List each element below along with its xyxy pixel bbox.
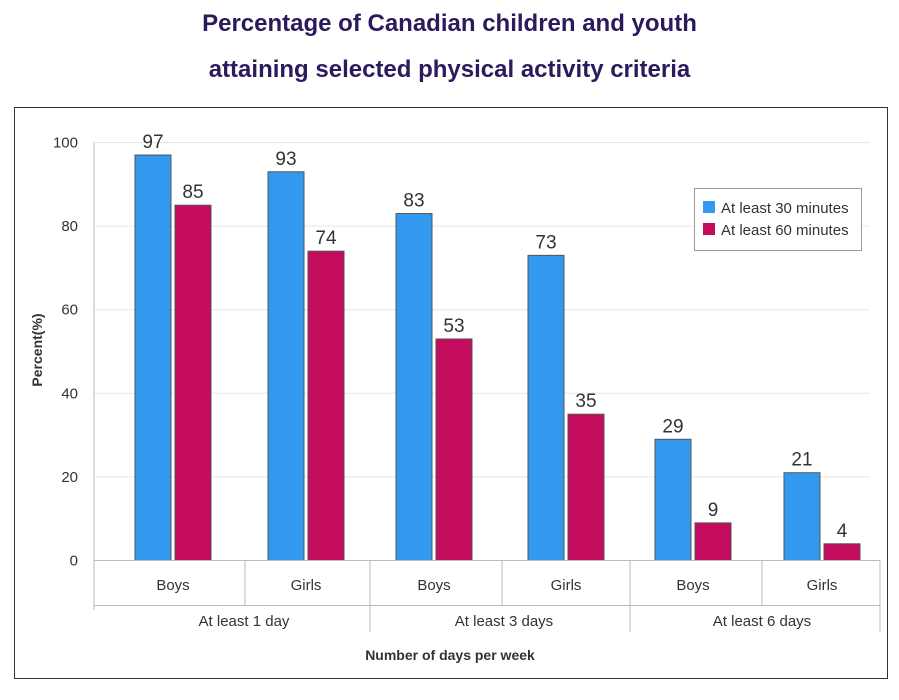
x-tick-label: Boys xyxy=(676,577,709,594)
y-tick-label: 20 xyxy=(61,469,78,486)
bar xyxy=(823,543,861,562)
group-label: At least 3 days xyxy=(455,613,553,630)
bar xyxy=(527,254,565,562)
y-tick-label: 40 xyxy=(61,385,78,402)
bar xyxy=(395,213,433,561)
bar xyxy=(435,338,473,561)
legend-box xyxy=(694,188,862,251)
grid-lines xyxy=(94,142,870,478)
data-label: 83 xyxy=(403,191,424,212)
y-tick-label: 100 xyxy=(53,135,78,152)
data-label: 53 xyxy=(443,316,464,337)
x-tick-label: Boys xyxy=(156,577,189,594)
group-label: At least 6 days xyxy=(713,613,811,630)
bar xyxy=(654,438,692,561)
x-tick-label: Girls xyxy=(807,577,838,594)
bar xyxy=(694,522,732,562)
data-label: 97 xyxy=(142,132,163,153)
data-label: 93 xyxy=(275,149,296,170)
data-label: 9 xyxy=(708,500,719,521)
data-label: 4 xyxy=(837,521,848,542)
y-tick-label: 0 xyxy=(70,553,78,570)
data-label: 29 xyxy=(662,416,683,437)
axes: 0 20 40 60 80 100 Boys Girls Boys Girls Boys Girls A… xyxy=(53,135,881,632)
chart-title: Percentage of Canadian children and yout… xyxy=(202,10,697,37)
bars: 97 93 83 73 29 21 85 74 53 35 9 4 xyxy=(134,132,861,562)
y-axis-label: Percent(%) xyxy=(29,313,45,386)
x-axis-label: Number of days per week xyxy=(365,647,535,663)
x-tick-label: Girls xyxy=(551,577,582,594)
legend-label: At least 60 minutes xyxy=(721,222,849,239)
y-tick-label: 60 xyxy=(61,302,78,319)
data-label: 73 xyxy=(535,232,556,253)
x-tick-label: Boys xyxy=(417,577,450,594)
legend-swatch xyxy=(703,201,715,213)
x-tick-label: Girls xyxy=(291,577,322,594)
bar xyxy=(267,171,305,561)
data-label: 85 xyxy=(182,182,203,203)
legend-label: At least 30 minutes xyxy=(721,200,849,217)
legend: At least 30 minutes At least 60 minutes xyxy=(694,188,862,251)
chart-subtitle: attaining selected physical activity cri… xyxy=(208,56,691,83)
bar xyxy=(567,413,605,562)
group-label: At least 1 day xyxy=(199,613,290,630)
bar xyxy=(307,250,345,561)
bar xyxy=(783,472,821,561)
bar xyxy=(174,204,212,561)
data-label: 21 xyxy=(791,450,812,471)
y-tick-label: 80 xyxy=(61,218,78,235)
data-label: 74 xyxy=(315,228,337,249)
legend-swatch xyxy=(703,223,715,235)
data-label: 35 xyxy=(575,391,596,412)
bar xyxy=(134,154,172,561)
